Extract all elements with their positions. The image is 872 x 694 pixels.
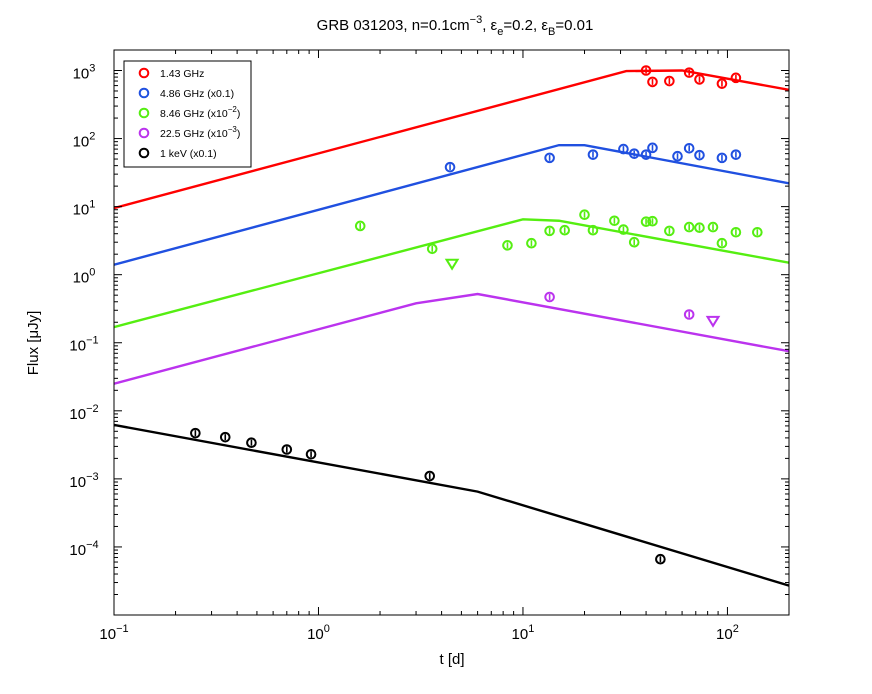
- data-point-series-2-14: [683, 221, 695, 233]
- data-point-series-1-6: [647, 142, 658, 154]
- upper-limit-series-3-0: [705, 315, 721, 328]
- data-point-series-2-8: [609, 215, 620, 227]
- data-point-series-1-9: [694, 149, 705, 161]
- data-point-series-4-6: [655, 553, 666, 565]
- data-point-series-0-4: [694, 74, 705, 85]
- legend-marker-4: [138, 147, 150, 159]
- x-tick-label: 101: [512, 623, 535, 643]
- data-point-series-2-15: [694, 222, 705, 234]
- data-point-series-0-1: [647, 76, 658, 88]
- data-point-series-2-0: [354, 220, 366, 232]
- plot-area: [114, 65, 789, 587]
- data-point-series-2-17: [716, 237, 728, 249]
- data-point-series-4-0: [190, 427, 201, 439]
- x-axis-label: t [d]: [439, 651, 464, 668]
- data-point-series-0-6: [730, 72, 742, 84]
- x-tick-label: 100: [307, 623, 330, 643]
- data-point-series-1-1: [544, 152, 555, 164]
- axes: 10−1 100 101 102 10−4 10−3 10−2 10−1 100 101 102 10…: [69, 49, 790, 643]
- legend-entry-0: 1.43 GHz: [160, 68, 204, 80]
- data-point-series-2-7: [587, 224, 599, 236]
- legend-marker-2: [138, 107, 150, 119]
- data-point-series-2-4: [544, 225, 555, 237]
- chart-title: GRB 031203, n=0.1cm−3, εe=0.2, εB=0.01: [317, 14, 594, 38]
- x-tick-label: 10−1: [99, 623, 128, 643]
- data-point-series-2-18: [730, 226, 742, 238]
- data-point-series-1-11: [730, 149, 742, 160]
- legend: 1.43 GHz 4.86 GHz (x0.1) 8.46 GHz (x10−2) 2…: [123, 60, 252, 168]
- data-point-series-0-2: [664, 75, 675, 87]
- data-point-series-4-4: [305, 448, 317, 460]
- legend-marker-1: [138, 87, 150, 99]
- data-point-series-2-5: [559, 224, 571, 236]
- data-point-series-2-11: [640, 216, 652, 228]
- y-tick-label: 100: [73, 267, 96, 287]
- data-point-series-4-1: [219, 431, 231, 443]
- data-point-series-4-3: [281, 444, 293, 455]
- data-point-series-1-0: [444, 161, 456, 173]
- data-point-series-1-4: [628, 148, 640, 159]
- data-point-series-3-0: [544, 291, 555, 303]
- data-point-series-2-16: [707, 221, 719, 233]
- legend-entry-3: 22.5 GHz (x10−3): [160, 125, 240, 140]
- data-point-series-0-0: [640, 65, 652, 76]
- data-point-series-2-3: [526, 237, 537, 249]
- data-point-series-1-8: [683, 142, 695, 154]
- data-point-series-1-5: [640, 149, 652, 160]
- data-point-series-0-3: [683, 67, 695, 78]
- y-tick-label: 101: [73, 199, 96, 219]
- data-point-series-2-12: [647, 215, 658, 227]
- data-point-series-1-7: [672, 150, 683, 162]
- model-line-series-4: [114, 423, 789, 587]
- data-point-series-3-1: [683, 309, 695, 320]
- y-axis-label: Flux [μJy]: [25, 311, 42, 375]
- data-point-series-4-2: [246, 437, 257, 448]
- legend-marker-3: [138, 127, 150, 139]
- y-tick-label: 103: [73, 62, 96, 82]
- y-tick-label: 10−1: [69, 335, 98, 355]
- axes-box: [113, 49, 790, 616]
- model-line-series-2: [114, 218, 789, 329]
- data-point-series-2-10: [628, 236, 640, 248]
- data-point-series-4-5: [424, 470, 436, 482]
- data-point-series-1-3: [618, 143, 629, 155]
- data-point-series-2-13: [664, 225, 675, 237]
- data-point-series-0-5: [716, 78, 728, 89]
- y-tick-label: 10−4: [69, 539, 98, 559]
- data-point-series-1-10: [716, 152, 728, 164]
- data-point-series-2-1: [426, 243, 438, 255]
- model-line-series-3: [114, 292, 789, 385]
- legend-entry-2: 8.46 GHz (x10−2): [160, 105, 240, 120]
- data-point-series-2-2: [502, 240, 513, 251]
- legend-marker-0: [138, 67, 150, 79]
- data-point-series-1-2: [587, 149, 599, 160]
- y-tick-label: 102: [73, 131, 96, 151]
- y-tick-label: 10−3: [69, 471, 98, 491]
- data-point-series-2-9: [618, 224, 629, 235]
- legend-entry-1: 4.86 GHz (x0.1): [160, 88, 234, 100]
- y-tick-label: 10−2: [69, 403, 98, 423]
- legend-entry-4: 1 keV (x0.1): [160, 148, 217, 160]
- data-point-series-2-6: [579, 209, 590, 221]
- upper-limit-series-2-0: [444, 258, 460, 271]
- model-line-series-1: [114, 143, 789, 266]
- x-tick-label: 102: [716, 623, 739, 643]
- data-point-series-2-19: [752, 226, 763, 238]
